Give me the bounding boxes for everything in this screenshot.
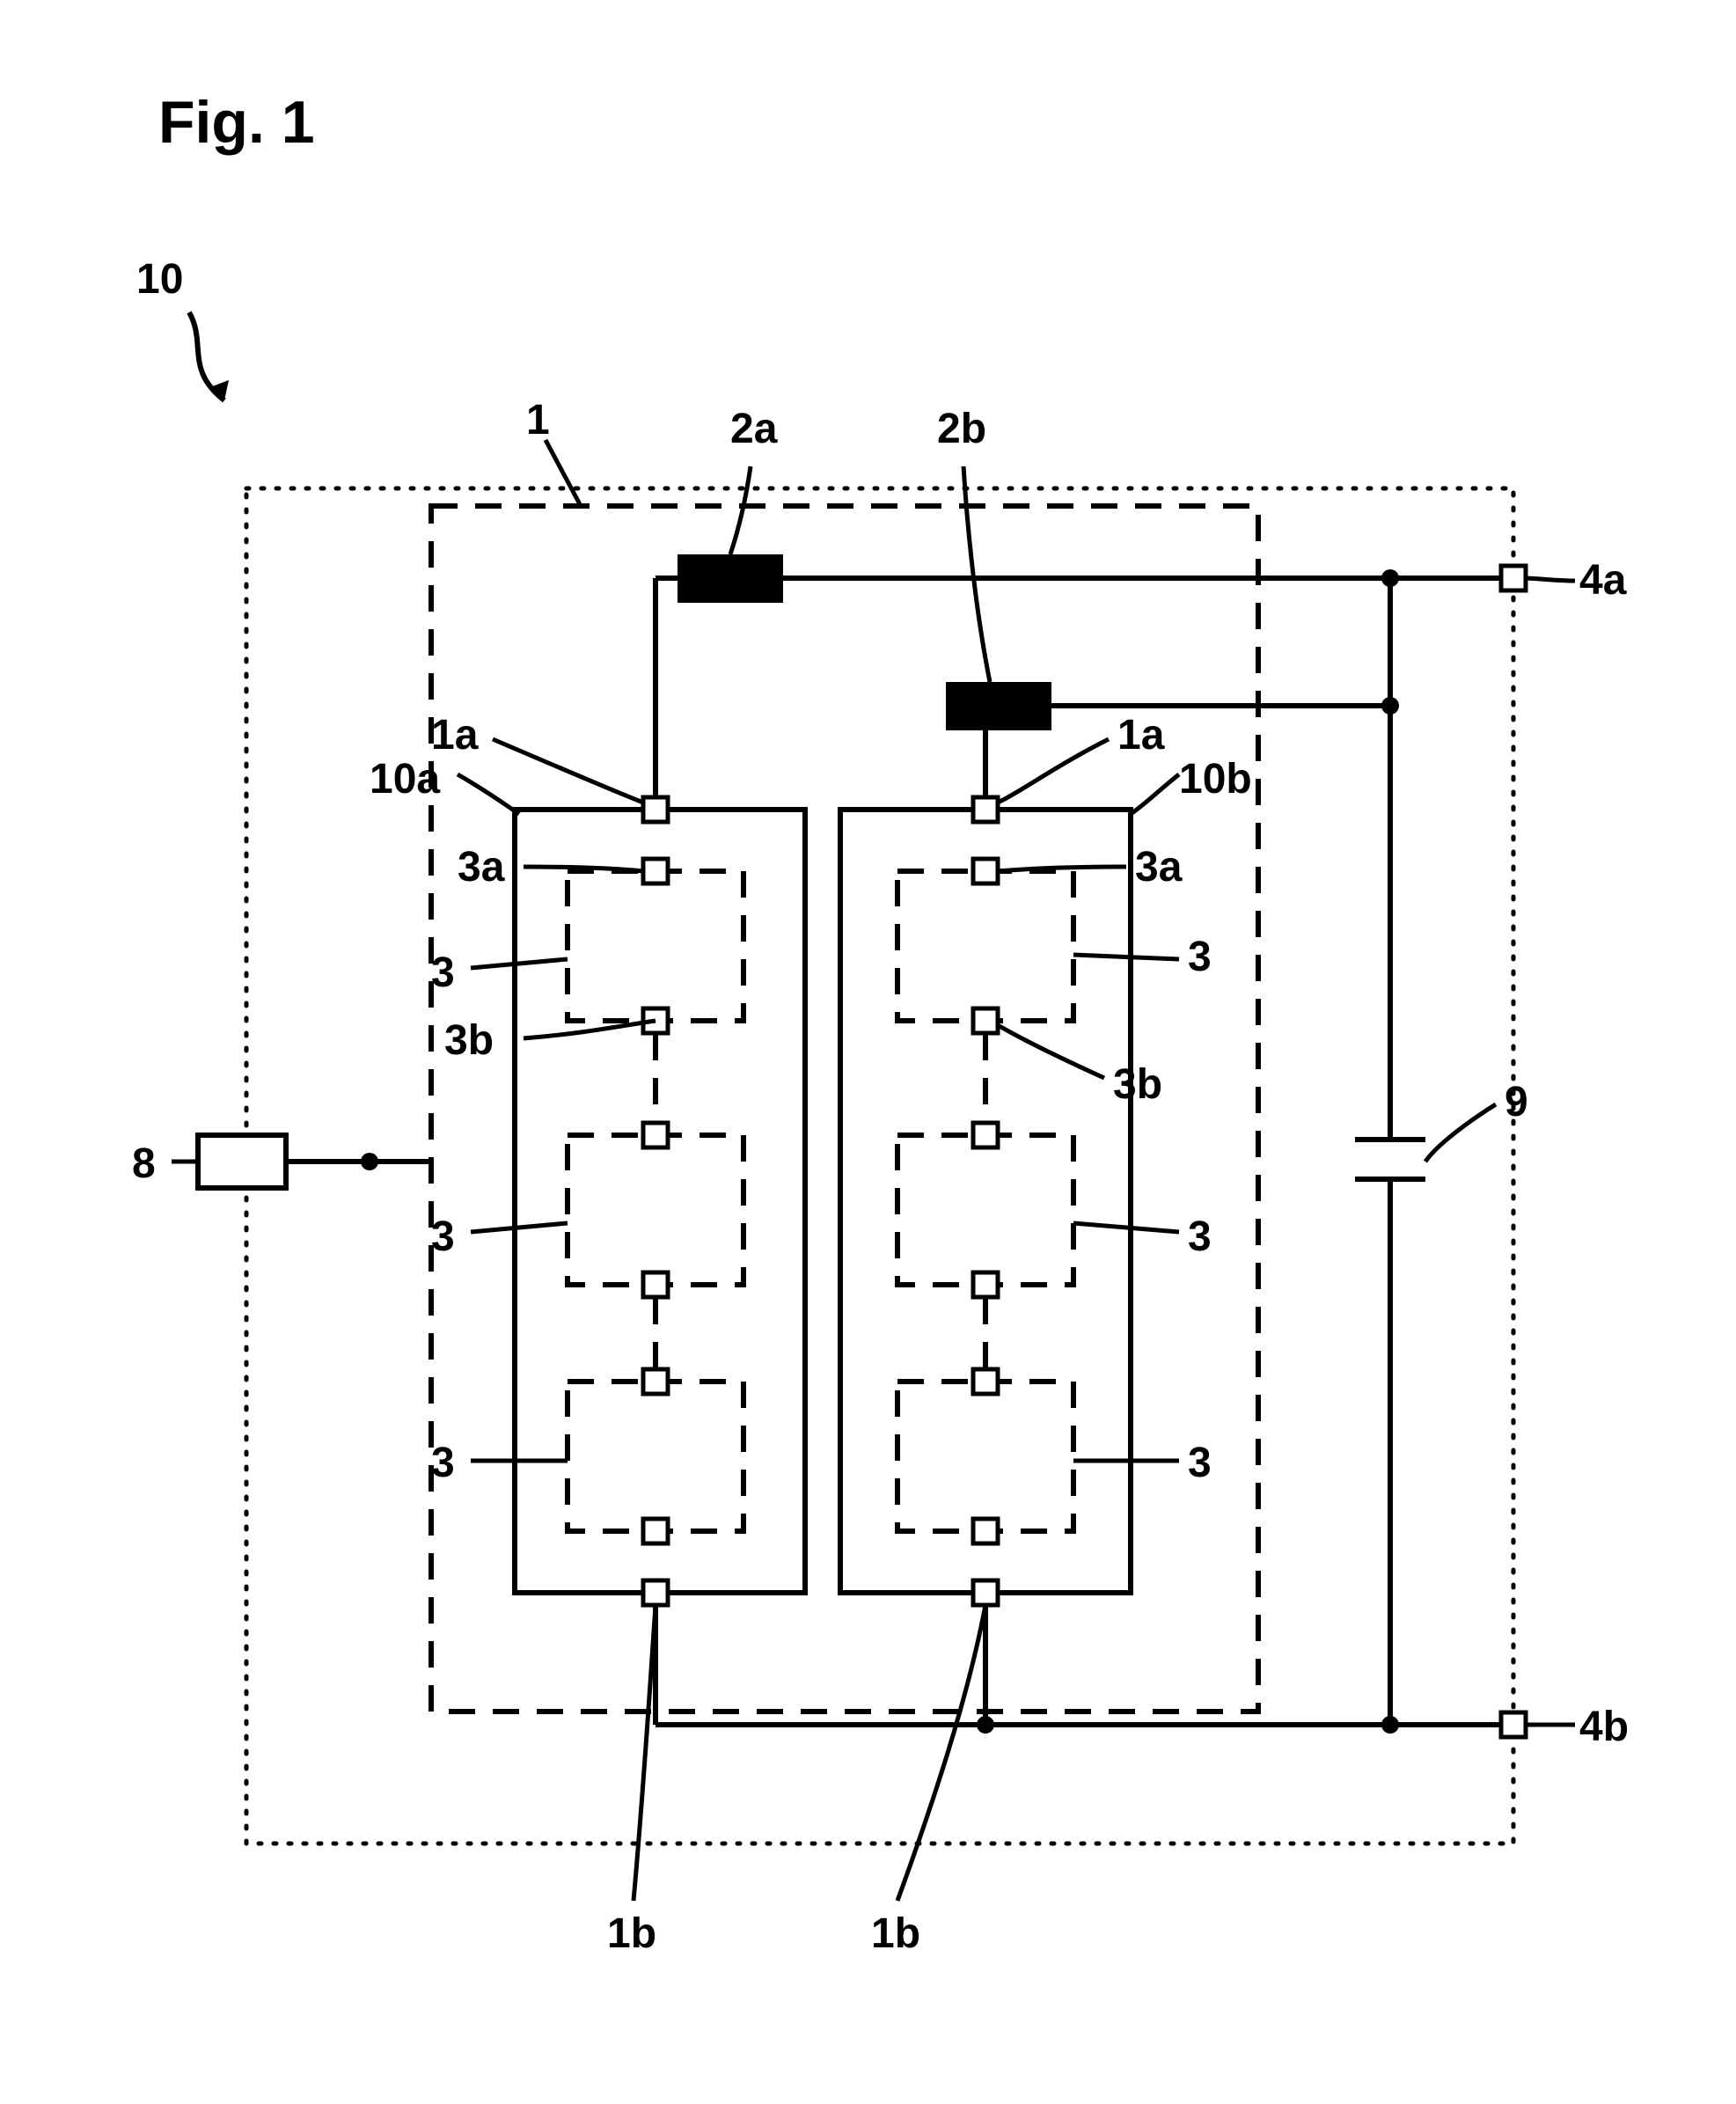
label-3a-right: 3a bbox=[1135, 843, 1182, 891]
left-string-box bbox=[515, 810, 805, 1593]
label-1a-left: 1a bbox=[431, 711, 478, 759]
cell bbox=[568, 871, 743, 1021]
label-1b-right: 1b bbox=[871, 1910, 920, 1958]
block-2a bbox=[678, 554, 783, 603]
label-2a: 2a bbox=[730, 405, 777, 453]
label-9: 9 bbox=[1505, 1078, 1528, 1126]
outer-dotted-box bbox=[246, 488, 1513, 1844]
label-4a: 4a bbox=[1579, 556, 1626, 605]
label-3-left-mid: 3 bbox=[431, 1213, 455, 1261]
label-3-left-bot: 3 bbox=[431, 1439, 455, 1487]
cell bbox=[897, 1382, 1073, 1531]
label-3-right-bot: 3 bbox=[1188, 1439, 1212, 1487]
cell bbox=[897, 871, 1073, 1021]
inner-dashed-box bbox=[431, 506, 1258, 1712]
label-1a-right: 1a bbox=[1117, 711, 1164, 759]
label-10a: 10a bbox=[370, 755, 440, 803]
cell bbox=[568, 1382, 743, 1531]
label-3-right-top: 3 bbox=[1188, 933, 1212, 981]
label-3b-right: 3b bbox=[1113, 1060, 1162, 1109]
label-8: 8 bbox=[132, 1140, 156, 1188]
label-1: 1 bbox=[526, 396, 550, 444]
label-3b-left: 3b bbox=[444, 1016, 494, 1065]
label-4b: 4b bbox=[1579, 1703, 1629, 1751]
label-10b: 10b bbox=[1179, 755, 1252, 803]
label-3-right-mid: 3 bbox=[1188, 1213, 1212, 1261]
schematic-diagram bbox=[0, 0, 1736, 2104]
label-2b: 2b bbox=[937, 405, 986, 453]
cell bbox=[897, 1135, 1073, 1285]
label-3a-left: 3a bbox=[458, 843, 504, 891]
block-8 bbox=[198, 1135, 286, 1188]
label-1b-left: 1b bbox=[607, 1910, 656, 1958]
cell bbox=[568, 1135, 743, 1285]
right-string-box bbox=[840, 810, 1131, 1593]
label-3-left-top: 3 bbox=[431, 949, 455, 997]
label-10: 10 bbox=[136, 255, 183, 304]
figure-title: Fig. 1 bbox=[158, 88, 315, 157]
